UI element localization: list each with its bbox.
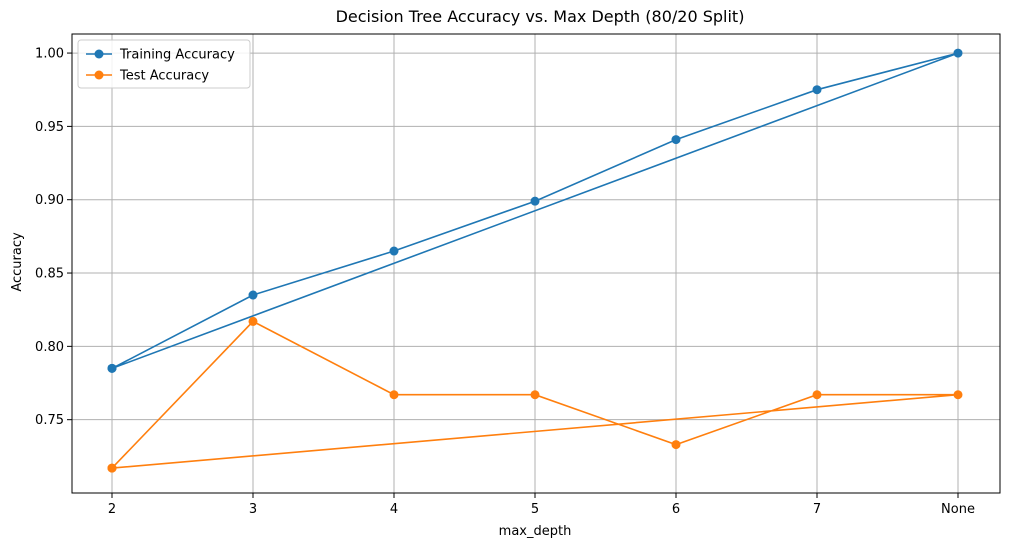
y-axis-label: Accuracy — [10, 232, 25, 292]
legend-box — [77, 39, 251, 89]
x-tick-label: None — [941, 502, 975, 517]
series-layer — [107, 48, 963, 473]
series-line — [111, 320, 959, 469]
x-tick-label: 3 — [249, 502, 257, 517]
data-point — [812, 85, 822, 95]
x-axis-label: max_depth — [499, 524, 572, 539]
series-training-accuracy — [107, 48, 963, 373]
ticks-layer: 2 3 4 5 6 7 None 0.75 0.80 0.85 0.90 0.95 1.00 — [35, 47, 975, 517]
y-tick-label: 0.75 — [35, 413, 64, 428]
y-tick-label: 0.90 — [35, 193, 64, 208]
series-line — [111, 52, 959, 370]
x-tick-label: 4 — [390, 502, 398, 517]
data-point — [530, 196, 540, 206]
data-point — [107, 363, 117, 373]
data-point — [671, 440, 681, 450]
y-tick-label: 0.85 — [35, 267, 64, 282]
data-point — [389, 246, 399, 256]
data-point — [812, 390, 822, 400]
y-tick-label: 1.00 — [35, 47, 64, 62]
x-tick-label: 5 — [531, 502, 539, 517]
data-point — [671, 135, 681, 145]
data-point — [953, 390, 963, 400]
legend-swatch-marker — [94, 70, 104, 80]
y-tick-label: 0.80 — [35, 340, 64, 355]
x-tick-label: 2 — [108, 502, 116, 517]
data-point — [389, 390, 399, 400]
data-point — [953, 48, 963, 58]
legend-entry: Test Accuracy — [119, 69, 209, 84]
data-point — [248, 316, 258, 326]
y-tick-label: 0.95 — [35, 120, 64, 135]
plot-frame — [71, 33, 1001, 494]
grid-layer — [72, 34, 1000, 493]
legend-swatch-marker — [94, 49, 104, 59]
series-test-accuracy — [107, 316, 963, 473]
legend: Training Accuracy Test Accuracy — [77, 39, 251, 89]
chart-title: Decision Tree Accuracy vs. Max Depth (80… — [336, 7, 745, 26]
legend-entry: Training Accuracy — [119, 48, 235, 63]
data-point — [107, 463, 117, 473]
x-tick-label: 6 — [672, 502, 680, 517]
data-point — [530, 390, 540, 400]
x-tick-label: 7 — [813, 502, 821, 517]
data-point — [248, 290, 258, 300]
